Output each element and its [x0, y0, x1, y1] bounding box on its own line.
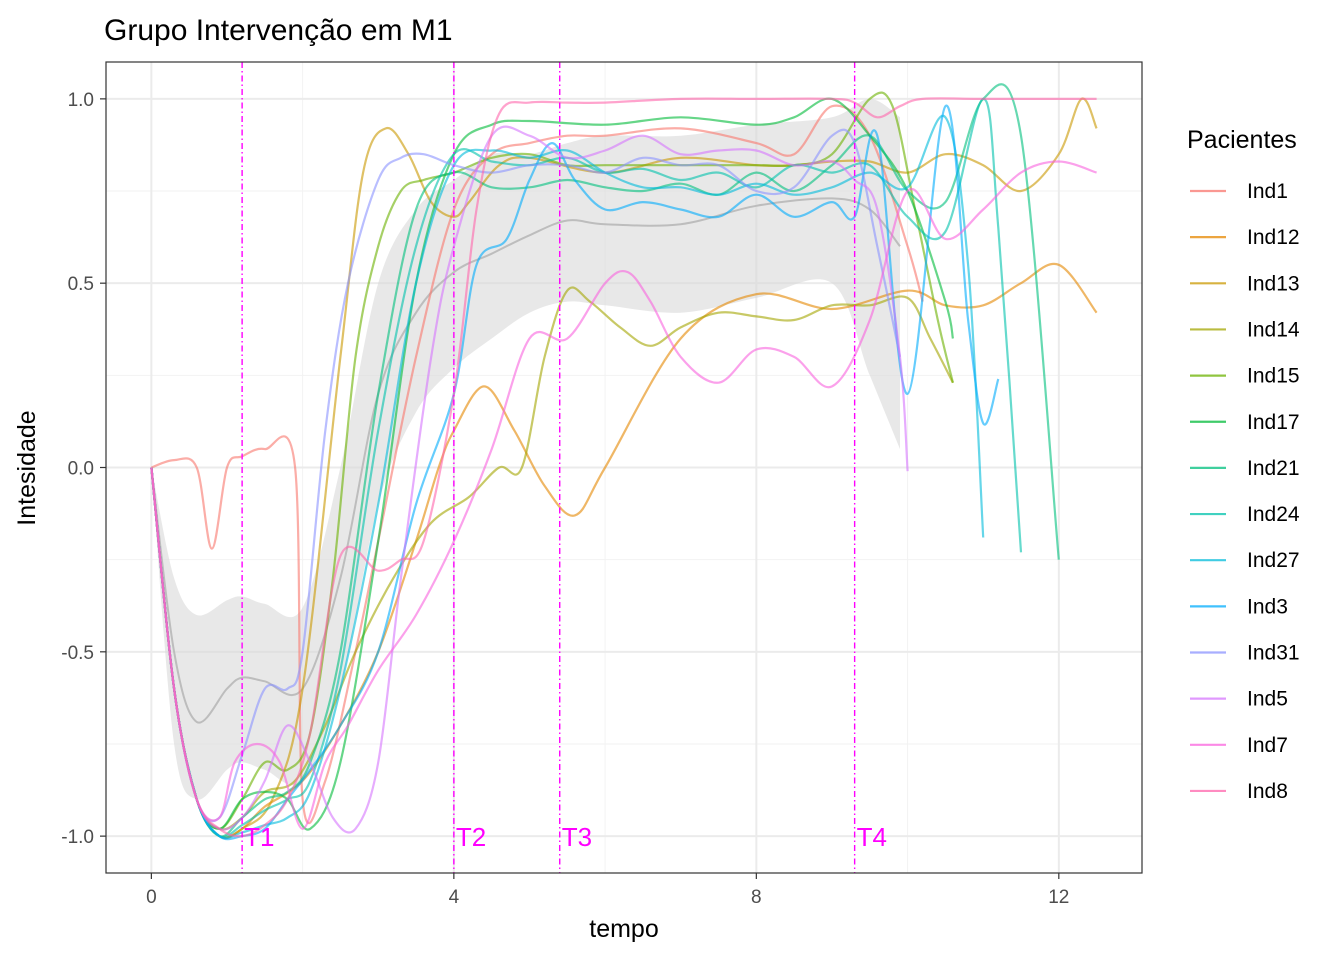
- vline-label-t3: T3: [562, 822, 592, 852]
- series-line-ind1: [151, 104, 924, 825]
- legend-label-ind17: Ind17: [1247, 411, 1300, 434]
- y-axis-title: Intesidade: [13, 410, 41, 525]
- x-tick-label: 4: [449, 887, 460, 908]
- series-line-ind31: [150, 128, 902, 823]
- legend-label-ind13: Ind13: [1247, 272, 1300, 295]
- x-axis-title: tempo: [589, 915, 658, 943]
- y-tick-label: 0.5: [68, 274, 94, 295]
- x-tick-label: 8: [751, 887, 762, 908]
- y-tick-label: 0.0: [68, 459, 94, 480]
- smooth-confidence-band: [151, 98, 900, 800]
- series-line-ind3: [150, 104, 1000, 841]
- vline-label-t1: T1: [244, 822, 274, 852]
- legend-label-ind15: Ind15: [1247, 365, 1300, 388]
- vline-label-t4: T4: [857, 822, 887, 852]
- legend-label-ind14: Ind14: [1247, 318, 1300, 341]
- legend-label-ind3: Ind3: [1247, 595, 1288, 618]
- legend-label-ind5: Ind5: [1247, 688, 1288, 711]
- vline-layer: [241, 62, 856, 873]
- vline-label-t2: T2: [456, 822, 486, 852]
- plot-panel: T1 T2 T3 T4: [105, 61, 1143, 874]
- x-tick-label: 12: [1048, 887, 1069, 908]
- legend-label-ind27: Ind27: [1247, 549, 1300, 572]
- chart-title: Grupo Intervenção em M1: [104, 14, 453, 47]
- legend-label-ind1: Ind1: [1247, 180, 1288, 203]
- series-line-ind5: [150, 125, 909, 834]
- series-line-ind7: [150, 160, 1097, 830]
- legend-items: Ind1 Ind12 Ind13 Ind14 Ind15 Ind17 Ind21 Ind24 I…: [1190, 180, 1300, 803]
- legend-label-ind8: Ind8: [1247, 780, 1288, 803]
- legend-title: Pacientes: [1187, 126, 1297, 154]
- series-line-ind21: [150, 83, 1060, 838]
- legend-label-ind31: Ind31: [1247, 642, 1300, 665]
- legend-label-ind7: Ind7: [1247, 734, 1288, 757]
- vline-label-layer: T1 T2 T3 T4: [244, 822, 887, 852]
- legend: Pacientes Ind1Ind12Ind13Ind14Ind15Ind17I…: [1187, 126, 1300, 803]
- legend-label-ind12: Ind12: [1247, 226, 1300, 249]
- legend-label-ind21: Ind21: [1247, 457, 1300, 480]
- legend-label-ind24: Ind24: [1247, 503, 1300, 526]
- y-tick-label: -1.0: [61, 827, 94, 848]
- y-tick-label: -0.5: [61, 643, 94, 664]
- x-axis: 0 4 8 12: [146, 873, 1069, 908]
- y-axis: -1.0 -0.5 0.0 0.5 1.0: [61, 90, 106, 848]
- y-tick-label: 1.0: [68, 90, 94, 111]
- x-tick-label: 0: [146, 887, 157, 908]
